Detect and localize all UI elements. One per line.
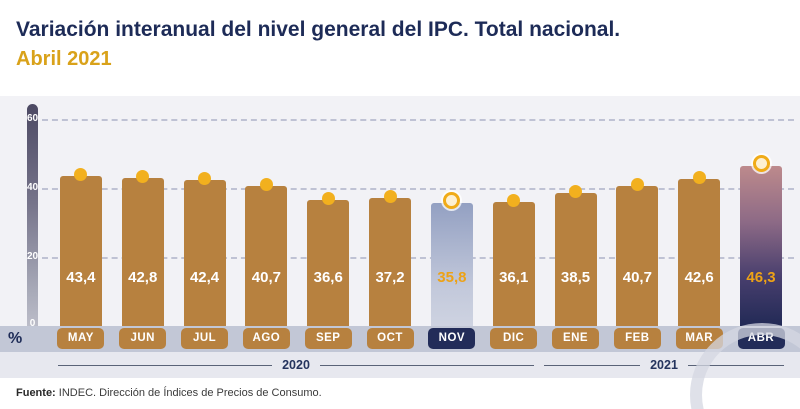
y-axis-gradient-strip xyxy=(27,104,38,356)
bar-column-ene: 38,5 xyxy=(546,185,606,326)
month-pill-dic: DIC xyxy=(490,328,538,349)
bar-value-label: 43,4 xyxy=(66,269,96,286)
year-label-2021: 2021 xyxy=(650,358,678,372)
year-band: 2020 2021 xyxy=(0,352,800,378)
data-point-dot xyxy=(569,185,583,198)
data-point-dot xyxy=(383,190,397,203)
data-point-dot xyxy=(136,170,150,183)
months-row: MAY JUN JUL AGO SEP OCT NOV DIC ENE FEB MAR ABR xyxy=(50,328,792,349)
bar-dic: 36,1 xyxy=(492,202,535,326)
bar-value-label: 40,7 xyxy=(251,269,281,286)
month-pill-may: MAY xyxy=(57,328,105,349)
year-group-2020: 2020 xyxy=(58,352,534,378)
bar-sep: 36,6 xyxy=(307,200,350,326)
bar-column-dic: 36,1 xyxy=(484,194,544,326)
year-line xyxy=(58,364,273,366)
bar-oct: 37,2 xyxy=(369,198,412,326)
header: Variación interanual del nivel general d… xyxy=(0,0,800,96)
bar-may: 43,4 xyxy=(59,176,102,326)
month-cell: DIC xyxy=(484,328,544,349)
month-pill-nov: NOV xyxy=(428,328,476,349)
month-pill-ago: AGO xyxy=(242,328,290,349)
bar-value-label: 38,5 xyxy=(560,269,591,286)
gridline-40 xyxy=(42,188,794,190)
bar-column-ago: 40,7 xyxy=(236,178,296,326)
month-cell: SEP xyxy=(298,328,358,349)
year-line xyxy=(544,364,641,366)
data-point-dot xyxy=(692,171,706,184)
bar-feb: 40,7 xyxy=(616,186,659,326)
data-point-dot xyxy=(259,178,273,191)
month-pill-feb: FEB xyxy=(613,328,661,349)
bar-value-label: 42,4 xyxy=(189,269,220,286)
bar-value-label: 40,7 xyxy=(622,269,652,286)
page-subtitle: Abril 2021 xyxy=(16,48,112,70)
bar-column-jul: 42,4 xyxy=(175,172,235,326)
month-pill-sep: SEP xyxy=(304,328,352,349)
y-tick-0: 0 xyxy=(29,318,36,329)
data-point-dot xyxy=(74,168,88,181)
gridline-20 xyxy=(42,257,794,259)
highlighted-data-point-dot xyxy=(752,155,770,172)
bar-column-abr: 46,3 xyxy=(731,155,791,326)
bar-value-label: 35,8 xyxy=(437,269,467,286)
y-tick-20: 20 xyxy=(26,251,39,262)
bar-ene: 38,5 xyxy=(554,193,597,326)
page-title: Variación interanual del nivel general d… xyxy=(16,18,621,41)
month-cell: JUN xyxy=(113,328,173,349)
bar-column-nov: 35,8 xyxy=(422,192,482,326)
month-pill-jul: JUL xyxy=(181,328,229,349)
month-cell: FEB xyxy=(607,328,667,349)
bar-jun: 42,8 xyxy=(121,178,164,326)
data-point-dot xyxy=(507,194,521,207)
data-point-dot xyxy=(321,192,335,205)
footer: Fuente: INDEC. Dirección de Índices de P… xyxy=(0,378,800,409)
source-note: Fuente: INDEC. Dirección de Índices de P… xyxy=(16,387,322,399)
y-tick-60: 60 xyxy=(26,113,39,124)
bar-nov: 35,8 xyxy=(430,203,473,326)
bar-mar: 42,6 xyxy=(678,179,721,326)
month-cell: OCT xyxy=(360,328,420,349)
bar-column-oct: 37,2 xyxy=(360,190,420,326)
month-cell: ENE xyxy=(546,328,606,349)
bar-value-label: 36,6 xyxy=(313,269,343,286)
year-line xyxy=(319,364,534,366)
data-point-dot xyxy=(630,178,644,191)
bar-value-label: 37,2 xyxy=(375,269,405,286)
highlighted-data-point-dot xyxy=(443,192,461,209)
year-label-2020: 2020 xyxy=(282,358,310,372)
bar-value-label: 36,1 xyxy=(499,269,529,286)
bar-chart: 60 40 20 0 43,4 42,8 42,4 40,7 36,6 37,2 35,8 3… xyxy=(0,96,800,356)
month-pill-oct: OCT xyxy=(366,328,414,349)
bar-value-label: 42,6 xyxy=(684,269,714,286)
y-tick-40: 40 xyxy=(26,182,39,193)
month-pill-ene: ENE xyxy=(552,328,600,349)
month-cell: MAY xyxy=(51,328,111,349)
month-pill-jun: JUN xyxy=(119,328,167,349)
bar-jul: 42,4 xyxy=(183,180,226,326)
bar-value-label: 42,8 xyxy=(128,269,158,286)
bar-value-label: 46,3 xyxy=(746,269,776,286)
month-cell: AGO xyxy=(236,328,296,349)
source-text: INDEC. Dirección de Índices de Precios d… xyxy=(55,387,322,399)
bar-ago: 40,7 xyxy=(245,186,288,326)
bar-abr: 46,3 xyxy=(740,166,783,326)
percent-axis-label: % xyxy=(8,330,23,347)
bar-column-mar: 42,6 xyxy=(669,171,729,326)
gridline-60 xyxy=(42,119,794,121)
month-cell: NOV xyxy=(422,328,482,349)
bar-column-sep: 36,6 xyxy=(298,192,358,326)
bar-column-may: 43,4 xyxy=(51,168,111,326)
month-axis-band: MAY JUN JUL AGO SEP OCT NOV DIC ENE FEB MAR ABR xyxy=(0,326,800,352)
month-cell: JUL xyxy=(175,328,235,349)
bars-row: 43,4 42,8 42,4 40,7 36,6 37,2 35,8 36,1 38,5 40,7… xyxy=(50,96,792,326)
source-prefix: Fuente: xyxy=(16,387,56,399)
bar-column-feb: 40,7 xyxy=(607,178,667,326)
bar-column-jun: 42,8 xyxy=(113,170,173,326)
data-point-dot xyxy=(198,172,212,185)
